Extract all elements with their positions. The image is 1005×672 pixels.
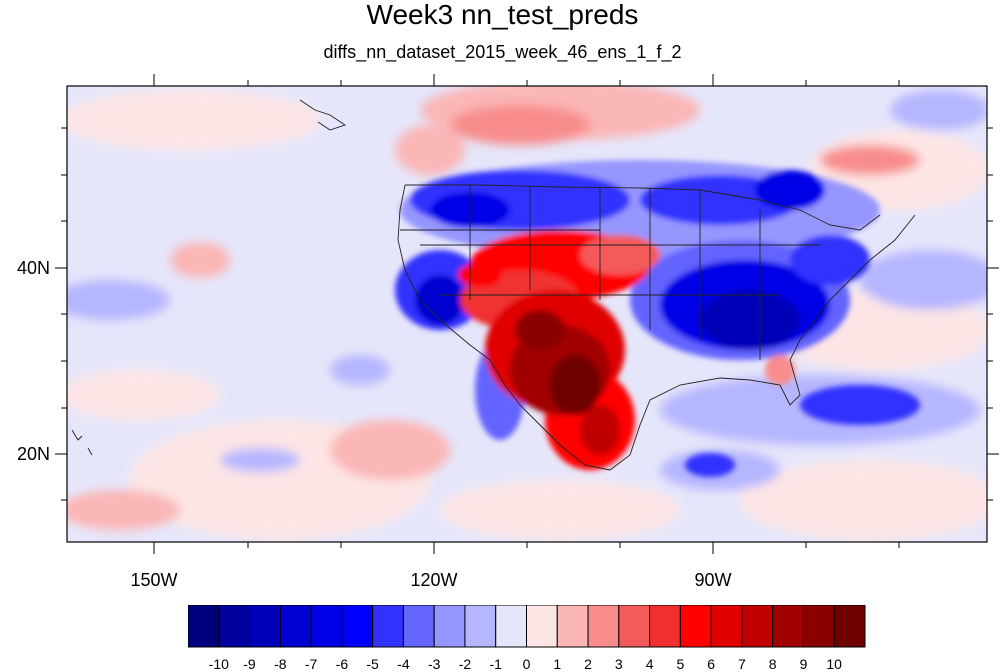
colorbar-label: 6 xyxy=(707,656,715,672)
colorbar-label: 3 xyxy=(614,656,623,672)
colorbar-swatch xyxy=(833,605,866,648)
colorbar-label: -1 xyxy=(489,656,502,672)
colorbar-label: -7 xyxy=(304,656,318,672)
x-tick-90w: 90W xyxy=(694,570,732,590)
axis-ticks xyxy=(55,74,999,554)
colorbar-label: -6 xyxy=(335,656,349,672)
colorbar-swatch xyxy=(587,605,620,648)
colorbar-swatch xyxy=(495,605,528,648)
colorbar-label: -4 xyxy=(397,656,410,672)
map-title: Week3 nn_test_preds xyxy=(366,0,639,30)
colorbar-swatch xyxy=(279,605,312,648)
colorbar-swatch xyxy=(188,605,220,648)
colorbar-label: 2 xyxy=(584,656,592,672)
colorbar-swatch xyxy=(464,605,497,648)
colorbar-label: -10 xyxy=(208,656,229,672)
x-tick-120w: 120W xyxy=(410,570,458,590)
colorbar-label: -8 xyxy=(274,656,287,672)
anomaly-field xyxy=(67,86,987,542)
colorbar-swatch xyxy=(741,605,774,648)
colorbar-label: -5 xyxy=(366,656,379,672)
map-subtitle: diffs_nn_dataset_2015_week_46_ens_1_f_2 xyxy=(323,42,682,62)
colorbar-swatch xyxy=(310,605,343,648)
colorbar-label: -3 xyxy=(427,656,441,672)
colorbar-swatch xyxy=(679,605,712,648)
y-tick-20n: 20N xyxy=(16,444,50,464)
colorbar-label: 9 xyxy=(799,656,808,672)
colorbar-swatch xyxy=(772,605,804,648)
colorbar-swatch xyxy=(341,605,374,648)
colorbar-label: 10 xyxy=(826,656,842,672)
colorbar-label: 4 xyxy=(645,656,654,672)
colorbar-swatch xyxy=(402,605,435,648)
colorbar-label: 1 xyxy=(553,656,562,672)
colorbar-label: 5 xyxy=(676,656,685,672)
colorbar-label: 0 xyxy=(522,656,531,672)
colorbar xyxy=(188,605,866,648)
colorbar-swatch xyxy=(618,605,651,648)
y-tick-40n: 40N xyxy=(16,258,50,278)
colorbar-swatch xyxy=(556,605,589,648)
coastlines xyxy=(71,99,916,471)
x-tick-150w: 150W xyxy=(130,570,178,590)
colorbar-swatch xyxy=(372,605,404,648)
colorbar-swatch xyxy=(249,605,281,648)
colorbar-label: 8 xyxy=(768,656,777,672)
colorbar-label: 7 xyxy=(737,656,746,672)
colorbar-label: -2 xyxy=(458,656,472,672)
colorbar-swatch xyxy=(649,605,681,648)
colorbar-swatch xyxy=(433,605,466,648)
colorbar-label: -9 xyxy=(243,656,256,672)
colorbar-swatch xyxy=(710,605,743,648)
colorbar-swatch xyxy=(218,605,251,648)
colorbar-swatch xyxy=(526,605,558,648)
colorbar-swatch xyxy=(802,605,835,648)
